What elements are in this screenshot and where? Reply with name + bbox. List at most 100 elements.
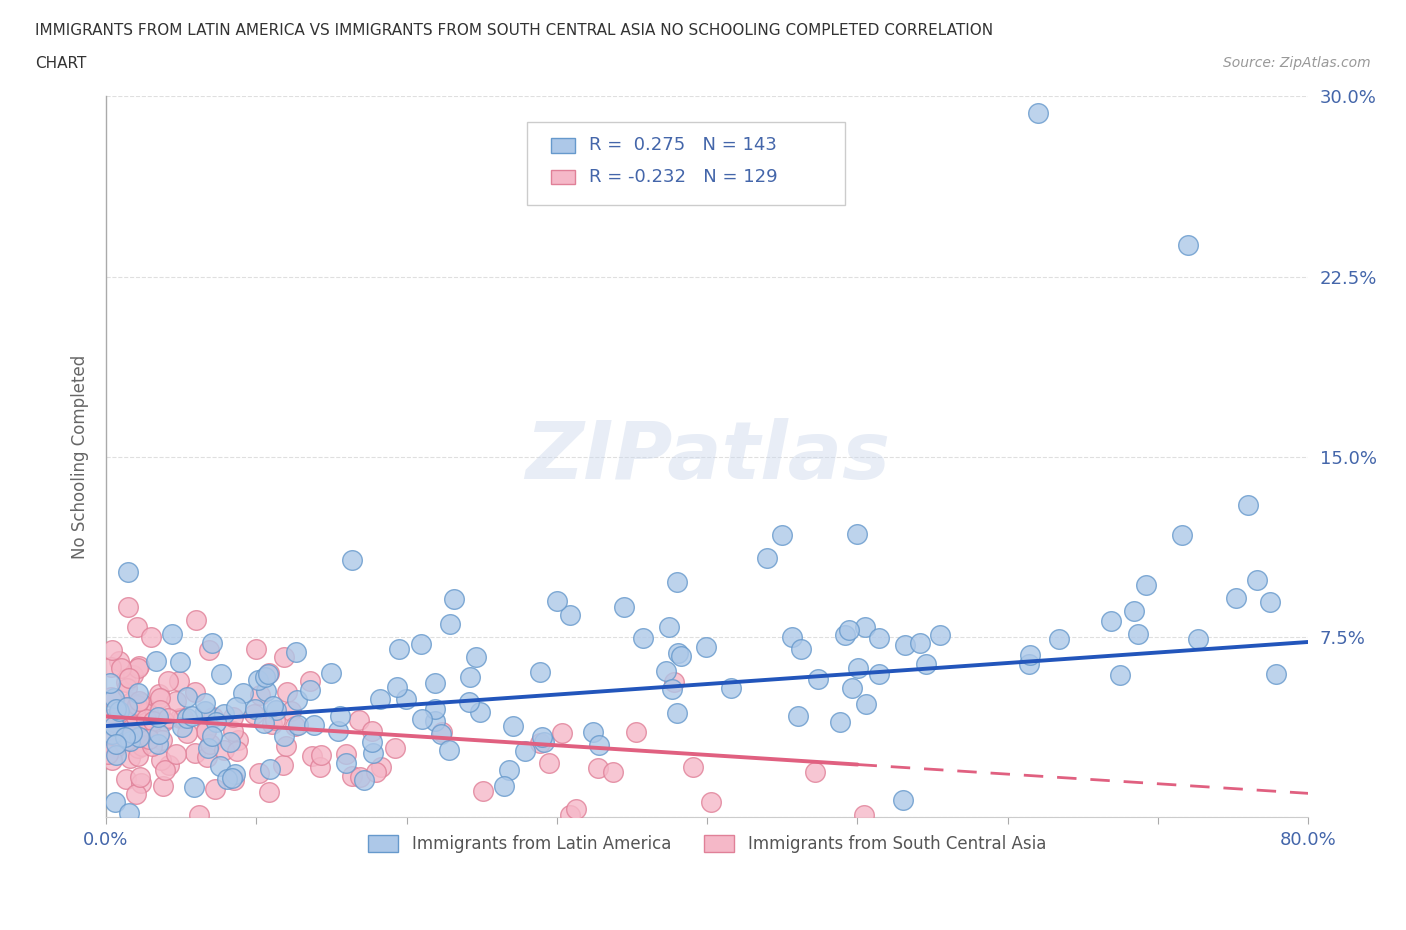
Point [212, 743, 235, 758]
Point [115, 718, 138, 733]
FancyBboxPatch shape [527, 122, 845, 205]
Point [148, 686, 170, 701]
Point [807, 671, 830, 686]
Point [666, 575, 689, 590]
Point [115, 680, 138, 695]
Point [108, 710, 131, 724]
Point [222, 724, 245, 738]
Point [134, 706, 156, 721]
Point [423, 675, 446, 690]
Point [558, 807, 581, 822]
Point [156, 711, 179, 725]
Point [105, 702, 128, 717]
Point [841, 681, 863, 696]
Point [838, 622, 860, 637]
Point [276, 684, 298, 699]
Point [910, 635, 932, 650]
Point [128, 693, 150, 708]
Point [846, 526, 869, 541]
Point [115, 717, 138, 732]
Point [682, 759, 704, 774]
Point [658, 619, 681, 634]
Point [329, 709, 352, 724]
Point [432, 724, 454, 739]
Point [172, 711, 194, 725]
Point [253, 670, 276, 684]
Point [243, 706, 266, 721]
Point [929, 628, 952, 643]
Point [128, 658, 150, 673]
Point [101, 752, 124, 767]
Point [624, 724, 647, 739]
Point [423, 714, 446, 729]
Point [700, 795, 723, 810]
Point [169, 711, 191, 725]
Point [328, 724, 350, 738]
Point [384, 740, 406, 755]
Point [221, 770, 243, 785]
Point [224, 766, 246, 781]
Point [770, 527, 793, 542]
Point [198, 737, 221, 751]
Text: Source: ZipAtlas.com: Source: ZipAtlas.com [1223, 56, 1371, 70]
Point [458, 695, 481, 710]
Point [299, 683, 322, 698]
Point [194, 696, 217, 711]
Point [1177, 238, 1199, 253]
Point [97, 736, 120, 751]
Point [256, 667, 278, 682]
Point [98, 676, 121, 691]
Point [208, 758, 231, 773]
Point [120, 728, 142, 743]
Point [148, 737, 170, 751]
Point [139, 630, 162, 644]
Point [117, 565, 139, 579]
Point [1265, 667, 1288, 682]
Point [183, 684, 205, 699]
Point [335, 746, 357, 761]
Point [101, 711, 124, 725]
Point [104, 795, 127, 810]
Point [247, 765, 270, 780]
Point [360, 735, 382, 750]
Point [538, 756, 561, 771]
Point [97, 747, 120, 762]
Point [529, 664, 551, 679]
Text: CHART: CHART [35, 56, 87, 71]
Point [546, 593, 568, 608]
Point [1126, 627, 1149, 642]
Point [868, 667, 890, 682]
Point [465, 649, 488, 664]
Legend: Immigrants from Latin America, Immigrants from South Central Asia: Immigrants from Latin America, Immigrant… [361, 828, 1053, 859]
Point [125, 710, 148, 724]
Point [218, 735, 240, 750]
Point [108, 704, 131, 719]
Point [385, 680, 408, 695]
Point [340, 769, 363, 784]
Point [588, 737, 610, 752]
Point [114, 705, 136, 720]
Point [194, 703, 217, 718]
Point [184, 746, 207, 761]
Point [349, 769, 371, 784]
Point [349, 712, 371, 727]
Point [613, 600, 636, 615]
Point [118, 671, 141, 686]
Point [125, 698, 148, 712]
Point [117, 733, 139, 748]
Point [530, 730, 553, 745]
Point [153, 713, 176, 728]
Point [340, 552, 363, 567]
Point [335, 756, 357, 771]
Point [225, 699, 247, 714]
Point [529, 736, 551, 751]
Point [107, 654, 129, 669]
Point [120, 695, 142, 710]
Point [150, 733, 173, 748]
Point [127, 740, 149, 755]
Point [366, 764, 388, 779]
Point [280, 704, 302, 719]
Point [309, 748, 332, 763]
Point [128, 729, 150, 744]
Point [131, 738, 153, 753]
